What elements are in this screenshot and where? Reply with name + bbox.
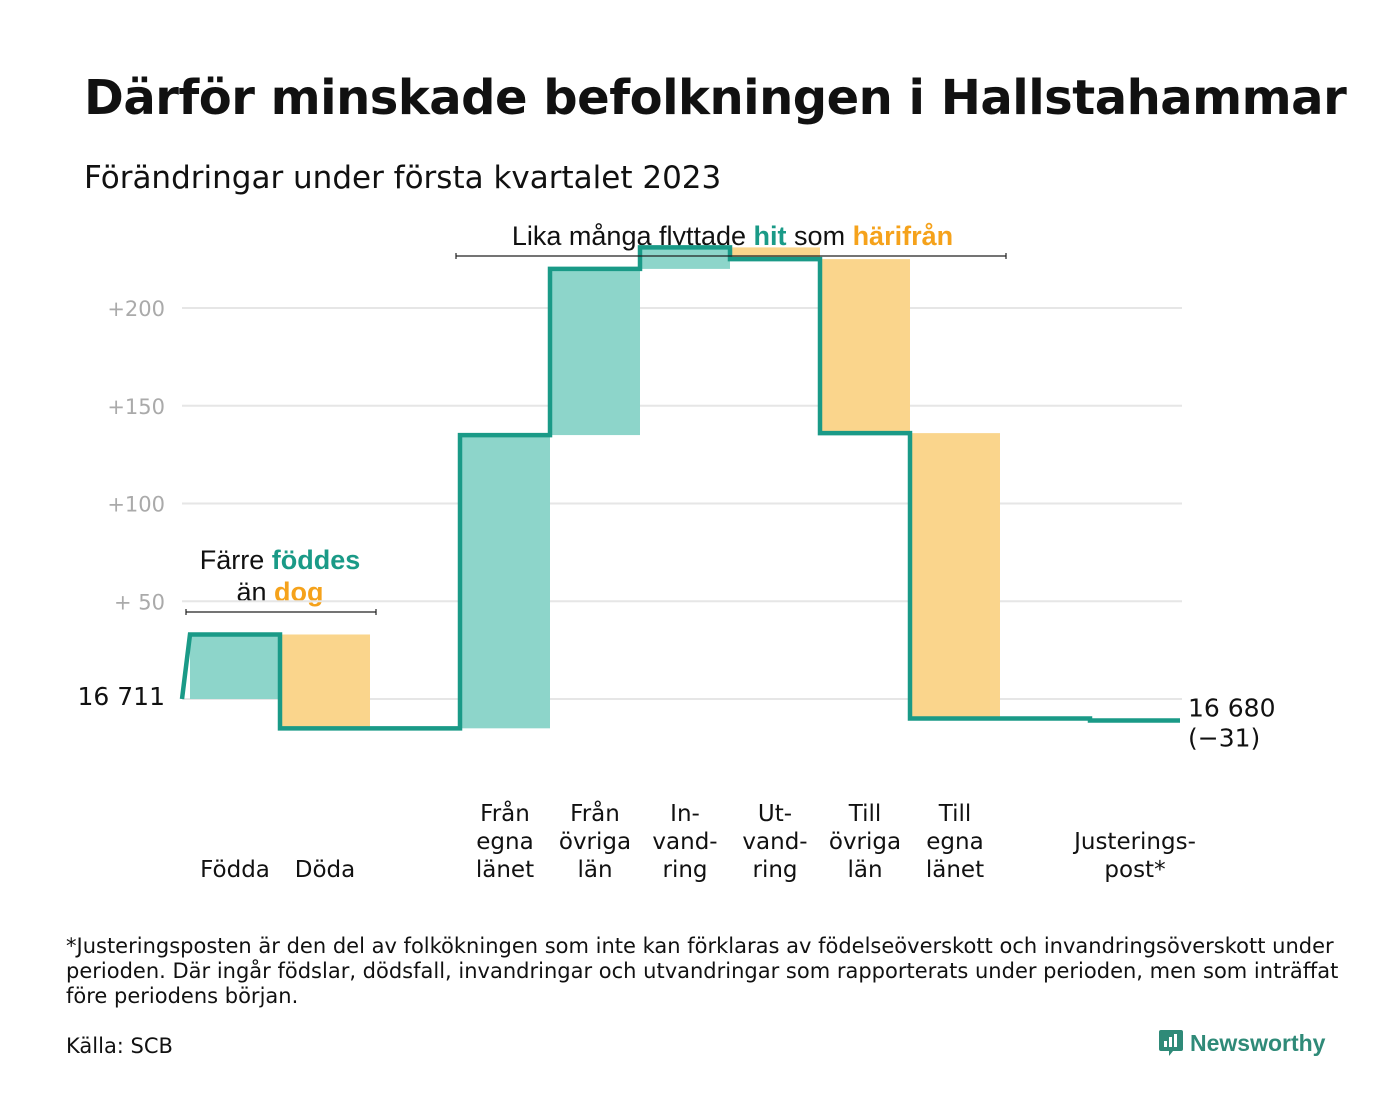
category-label: Till [938, 801, 972, 827]
y-tick-label: +150 [107, 395, 165, 419]
footnote: *Justeringsposten är den del av folkökni… [66, 934, 1339, 1008]
bar-in [640, 247, 730, 269]
category-label: In- [670, 801, 700, 827]
category-label: post* [1104, 857, 1165, 883]
chart-title: Därför minskade befolkningen i Hallstaha… [84, 70, 1347, 126]
bar-out [730, 247, 820, 260]
category-label: ring [662, 857, 707, 883]
category-label: Justerings- [1072, 829, 1196, 855]
bar-in [550, 268, 640, 436]
category-label: vand- [742, 829, 807, 855]
brand-name: Newsworthy [1190, 1029, 1326, 1056]
category-label: länet [926, 857, 984, 883]
category-label: övriga [559, 829, 631, 855]
category-label: Från [480, 799, 530, 827]
end-change-label: (−31) [1188, 724, 1260, 753]
category-label: egna [926, 829, 983, 855]
brand: Newsworthy [1158, 1028, 1325, 1058]
bar-out [910, 433, 1000, 719]
annotation-births-teal: föddes [271, 545, 361, 575]
source: Källa: SCB [66, 1034, 173, 1058]
annotation-migration-mid: som [786, 221, 853, 251]
annotation-migration: Lika många flyttade hit som härifrån [440, 220, 1025, 252]
bar-out [820, 259, 910, 434]
cumulative-step-line [179, 245, 1180, 731]
bar-in [460, 435, 550, 729]
annotation-migration-teal: hit [753, 221, 787, 251]
chart-subtitle: Förändringar under första kvartalet 2023 [84, 160, 722, 196]
category-label: länet [476, 857, 534, 883]
category-label: län [847, 857, 882, 883]
y-tick-label: +100 [107, 493, 165, 517]
category-label: övriga [829, 829, 901, 855]
category-label: Födda [200, 857, 270, 883]
annotation-migration-orange: härifrån [852, 221, 954, 251]
start-value-label: 16 711 [78, 682, 165, 711]
category-label: Till [848, 801, 882, 827]
category-label: Ut- [758, 801, 792, 827]
bar-in [190, 634, 280, 699]
category-label: ring [752, 857, 797, 883]
y-tick-label: +200 [107, 297, 165, 321]
category-label: Från [570, 799, 620, 827]
annotation-births-pre: Färre [199, 545, 272, 575]
category-label: vand- [652, 829, 717, 855]
end-value-label: 16 680 [1188, 694, 1275, 723]
category-label: Döda [295, 857, 355, 883]
y-tick-label: + 50 [114, 590, 165, 614]
category-label: egna [476, 829, 533, 855]
category-label: län [577, 857, 612, 883]
bar-out [280, 634, 370, 729]
newsworthy-logo-icon [1159, 1030, 1183, 1056]
